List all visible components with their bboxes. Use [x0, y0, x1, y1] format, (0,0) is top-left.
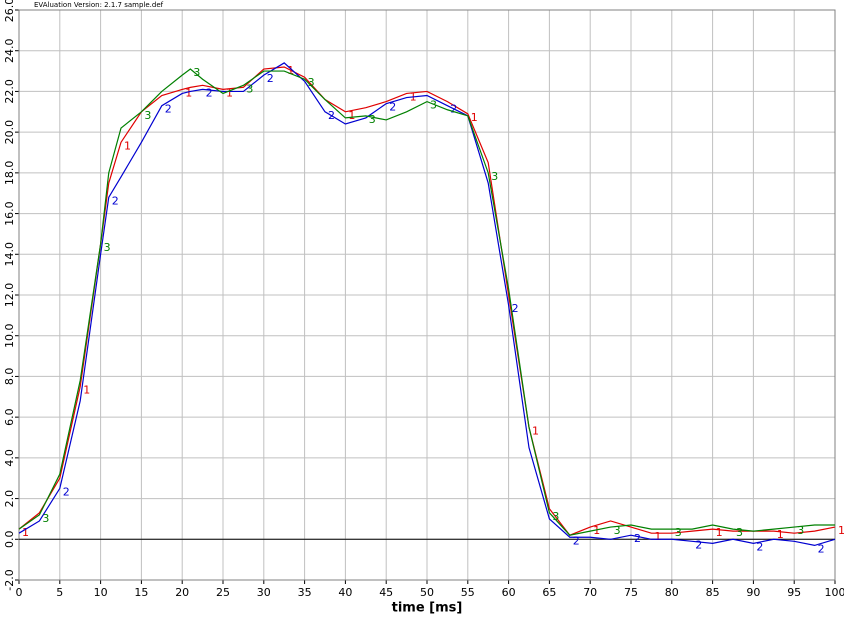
- y-tick-label: -2.0: [3, 569, 16, 590]
- x-tick-label: 30: [257, 586, 271, 599]
- series-marker: 1: [654, 530, 661, 543]
- x-tick-label: 85: [706, 586, 720, 599]
- series-marker: 3: [193, 66, 200, 79]
- series-marker: 3: [246, 82, 253, 95]
- series-marker: 2: [389, 101, 396, 114]
- x-axis-label: time [ms]: [392, 601, 463, 616]
- x-tick-label: 15: [134, 586, 148, 599]
- x-tick-label: 60: [502, 586, 516, 599]
- series-marker: 1: [838, 524, 844, 537]
- y-tick-label: 2.0: [3, 490, 16, 508]
- series-marker: 2: [165, 103, 172, 116]
- series-marker: 2: [112, 194, 119, 207]
- series-marker: 1: [124, 139, 131, 152]
- series-line: [18, 62, 836, 547]
- series-marker: 1: [185, 86, 192, 99]
- series-marker: 3: [614, 524, 621, 537]
- series-marker: 1: [777, 528, 784, 541]
- series-marker: 3: [552, 510, 559, 523]
- series-marker: 1: [287, 64, 294, 77]
- series-marker: 2: [634, 532, 641, 545]
- series-marker: 2: [267, 72, 274, 85]
- series-marker: 2: [818, 542, 825, 555]
- series-marker: 1: [716, 526, 723, 539]
- x-tick-label: 25: [216, 586, 230, 599]
- series-marker: 2: [756, 540, 763, 553]
- x-tick-label: 90: [746, 586, 760, 599]
- series-marker: 1: [593, 524, 600, 537]
- series-marker: 3: [308, 76, 315, 89]
- series-marker: 3: [104, 241, 111, 254]
- series-marker: 2: [573, 534, 580, 547]
- x-tick-label: 10: [94, 586, 108, 599]
- series-marker: 3: [369, 113, 376, 126]
- series-marker: 2: [450, 103, 457, 116]
- series-line: [18, 68, 835, 536]
- series-marker: 2: [512, 302, 519, 315]
- x-tick-label: 65: [542, 586, 556, 599]
- y-tick-label: 14.0: [3, 242, 16, 266]
- series-marker: 3: [42, 512, 49, 525]
- x-tick-label: 75: [624, 586, 638, 599]
- series-marker: 2: [328, 109, 335, 122]
- x-tick-label: 80: [665, 586, 679, 599]
- series-marker: 3: [675, 526, 682, 539]
- series-marker: 1: [471, 111, 478, 124]
- x-tick-label: 20: [175, 586, 189, 599]
- series-marker: 1: [532, 424, 539, 437]
- header: EVAluation Version: 2.1.7 sample.def: [34, 1, 164, 9]
- y-tick-label: 24.0: [3, 38, 16, 63]
- y-tick-label: 22.0: [3, 79, 16, 104]
- x-tick-label: 45: [379, 586, 393, 599]
- x-tick-label: 55: [461, 586, 475, 599]
- y-tick-label: 18.0: [3, 161, 16, 186]
- series-marker: 1: [83, 384, 90, 397]
- series-marker: 3: [144, 109, 151, 122]
- series-marker: 1: [348, 109, 355, 122]
- y-tick-label: 26.0: [3, 0, 16, 22]
- x-tick-label: 5: [56, 586, 63, 599]
- y-tick-label: 8.0: [3, 368, 16, 386]
- x-tick-label: 0: [16, 586, 23, 599]
- y-tick-label: 16.0: [3, 201, 16, 226]
- x-tick-label: 50: [420, 586, 434, 599]
- y-tick-label: 4.0: [3, 449, 16, 467]
- y-tick-label: 20.0: [3, 120, 16, 145]
- series-marker: 3: [491, 170, 498, 183]
- plot-frame: [18, 9, 836, 581]
- series-marker: 2: [206, 86, 213, 99]
- series-marker: 2: [695, 538, 702, 551]
- x-tick-label: 70: [583, 586, 597, 599]
- y-tick-label: 0.0: [3, 531, 16, 549]
- series-marker: 3: [797, 524, 804, 537]
- series-marker: 3: [430, 99, 437, 112]
- y-tick-label: 12.0: [3, 283, 16, 308]
- x-tick-label: 95: [787, 586, 801, 599]
- series-marker: 1: [22, 526, 29, 539]
- x-tick-label: 40: [338, 586, 352, 599]
- y-tick-label: 6.0: [3, 408, 16, 426]
- x-tick-label: 100: [825, 586, 844, 599]
- series-marker: 3: [736, 526, 743, 539]
- y-tick-label: 10.0: [3, 323, 16, 348]
- x-tick-label: 35: [298, 586, 312, 599]
- series-marker: 2: [63, 485, 70, 498]
- series-marker: 1: [226, 86, 233, 99]
